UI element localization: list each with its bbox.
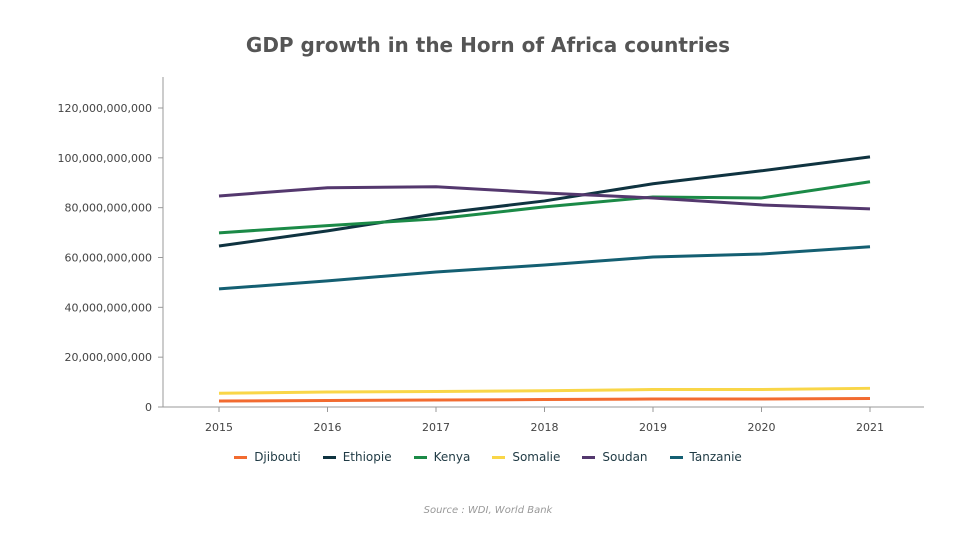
y-tick-label: 80,000,000,000 <box>65 202 152 215</box>
legend-swatch <box>492 455 506 459</box>
x-tick-label: 2021 <box>856 421 884 434</box>
x-tick-label: 2019 <box>639 421 667 434</box>
legend-label: Soudan <box>602 450 648 464</box>
y-tick-label: 40,000,000,000 <box>65 301 152 314</box>
legend-item-somalie: Somalie <box>492 450 560 464</box>
x-tick-label: 2018 <box>531 421 559 434</box>
legend-swatch <box>582 455 596 459</box>
legend-label: Djibouti <box>254 450 301 464</box>
x-tick-label: 2017 <box>422 421 450 434</box>
series-line-tanzanie <box>218 245 871 291</box>
legend-label: Ethiopie <box>342 450 392 464</box>
legend-item-tanzanie: Tanzanie <box>669 450 742 464</box>
legend-label: Somalie <box>512 450 561 464</box>
series-line-djibouti <box>218 397 871 403</box>
x-tick-label: 2020 <box>748 421 776 434</box>
series-line-somalie <box>218 386 871 395</box>
y-tick-label: 100,000,000,000 <box>58 152 152 165</box>
legend-swatch <box>669 455 683 459</box>
legend-swatch <box>234 455 248 459</box>
legend-item-ethiopie: Ethiopie <box>322 450 392 464</box>
y-tick-label: 0 <box>145 401 152 414</box>
x-tick-label: 2016 <box>314 421 342 434</box>
x-tick-label: 2015 <box>205 421 233 434</box>
series-line-kenya <box>218 180 871 235</box>
legend: Djibouti Ethiopie Kenya Somalie Soudan Tanzan… <box>0 450 976 464</box>
y-tick-label: 20,000,000,000 <box>65 351 152 364</box>
legend-label: Kenya <box>433 450 471 464</box>
legend-swatch <box>413 455 427 459</box>
legend-item-kenya: Kenya <box>413 450 471 464</box>
y-tick-label: 60,000,000,000 <box>65 252 152 265</box>
source-note: Source : WDI, World Bank <box>423 505 553 516</box>
legend-label: Tanzanie <box>689 450 742 464</box>
chart-title: GDP growth in the Horn of Africa countri… <box>245 33 731 57</box>
series-line-ethiopie <box>218 155 871 248</box>
series-line-soudan <box>218 185 871 211</box>
legend-item-djibouti: Djibouti <box>234 450 301 464</box>
legend-swatch <box>322 455 336 459</box>
legend-item-soudan: Soudan <box>582 450 648 464</box>
y-tick-label: 120,000,000,000 <box>58 102 152 115</box>
